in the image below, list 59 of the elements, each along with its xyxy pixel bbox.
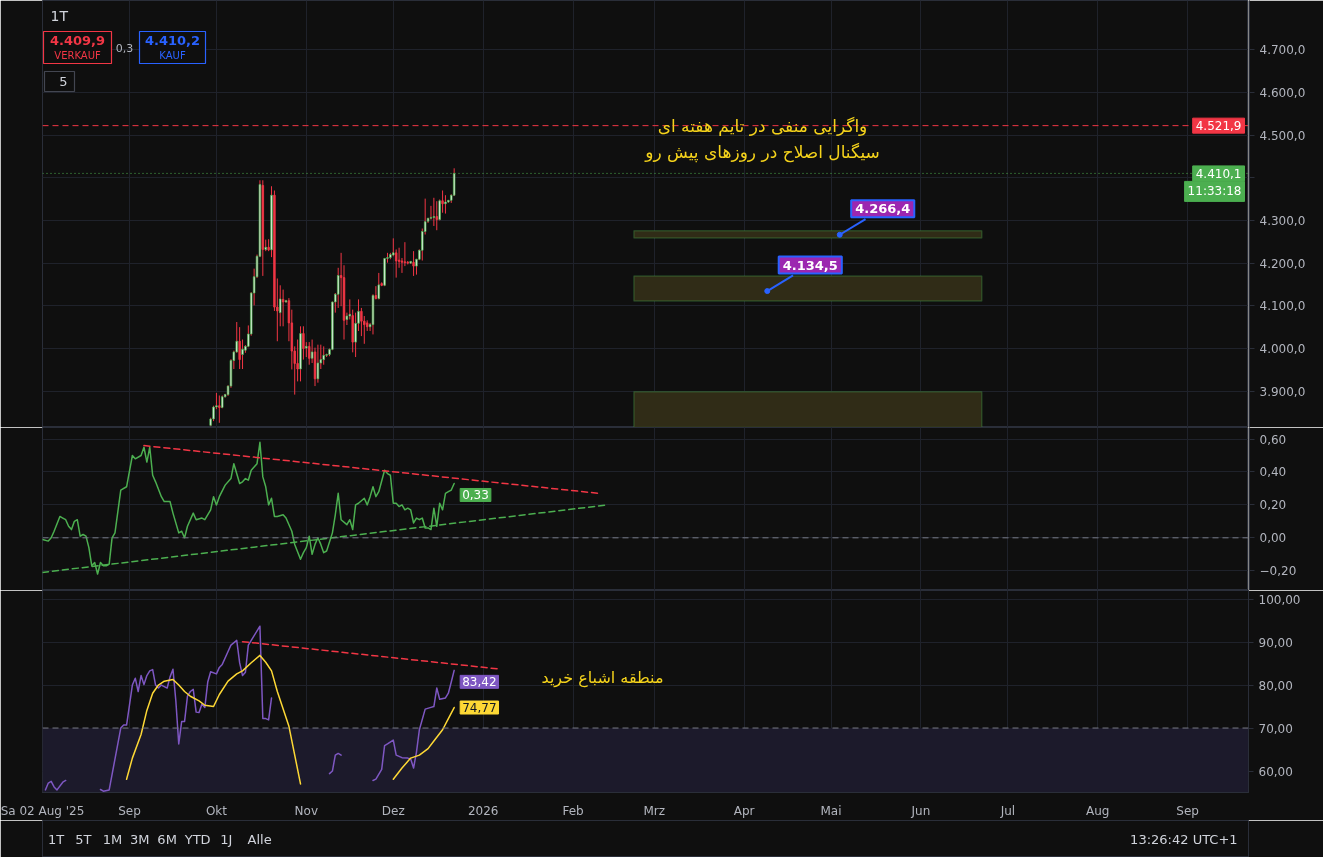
x-tick-label: Sep (118, 803, 141, 818)
x-tick-label: Okt (205, 803, 228, 818)
annotation: 0,3 (115, 41, 134, 55)
ref-line-label: 4.410,1 (1195, 166, 1242, 181)
text: 1M (102, 832, 123, 847)
annotation: 4.409,9 (49, 33, 106, 48)
y-tick-label: 4.600,0 (1259, 85, 1306, 100)
y-tick-label: 4.700,0 (1259, 43, 1306, 58)
y-tick-label: 3.900,0 (1259, 384, 1306, 399)
x-tick-label: Aug (1086, 803, 1110, 818)
annotation: 4.266,4 (855, 201, 911, 217)
y-tick-label: 4.200,0 (1259, 256, 1306, 271)
y-tick-label: 0,60 (1259, 432, 1287, 447)
y-tick-label: 0,40 (1259, 465, 1287, 480)
y-tick-label: 4.000,0 (1259, 342, 1306, 357)
annotation: KAUF (159, 50, 186, 61)
y-tick-label: 70,00 (1258, 721, 1293, 736)
y-tick-label: 90,00 (1258, 635, 1293, 650)
annotation: واگرایی منفی در تایم هفته ای (657, 115, 868, 137)
annotation: سیگنال اصلاح در روزهای پیش رو (644, 141, 880, 163)
annotation: منطقه اشباع خرید (541, 667, 664, 688)
text: 6M (157, 832, 177, 847)
text: Alle (247, 832, 272, 847)
y-tick-label: 60,00 (1258, 764, 1293, 779)
ref-line-label: 4.521,9 (1195, 119, 1242, 134)
x-tick-label: 2026 (467, 803, 499, 818)
x-tick-label: Dez (381, 803, 405, 818)
x-tick-label: Jul (999, 803, 1016, 818)
text: YTD (183, 832, 211, 847)
annotation: 0,33 (462, 488, 489, 503)
text: 1T (50, 7, 69, 24)
annotation: 5 (59, 74, 68, 89)
text: 1T (47, 832, 65, 847)
x-tick-label: Mai (820, 803, 842, 818)
x-tick-label: Apr (733, 803, 755, 818)
x-tick-label: Mrz (643, 803, 665, 818)
annotation: VERKAUF (54, 50, 101, 61)
annotation: 74,77 (462, 701, 497, 716)
text: 1J (220, 832, 233, 847)
text: 13:26:42 UTC+1 (1130, 832, 1238, 847)
y-tick-label: 100,00 (1258, 592, 1301, 607)
y-tick-label: 4.300,0 (1259, 213, 1306, 228)
annotation: 83,42 (462, 675, 497, 690)
text: 5T (75, 832, 92, 847)
annotation: 4.134,5 (782, 257, 838, 273)
y-tick-label: 0,00 (1259, 531, 1287, 546)
y-tick-label: 4.500,0 (1259, 128, 1306, 143)
annotation: 11:33:18 (1187, 184, 1242, 199)
y-tick-label: 4.100,0 (1259, 299, 1306, 314)
y-tick-label: −0,20 (1259, 564, 1297, 579)
x-tick-label: Jun (910, 803, 931, 818)
annotation: 4.410,2 (144, 33, 201, 48)
x-tick-label: Sep (1176, 803, 1199, 818)
y-tick-label: 80,00 (1258, 678, 1293, 693)
x-tick-label: Feb (562, 803, 584, 818)
text: 3M (130, 832, 150, 847)
x-tick-label: Nov (294, 803, 319, 818)
x-tick-label: Sa 02 Aug '25 (0, 803, 85, 818)
y-tick-label: 0,20 (1259, 498, 1287, 513)
